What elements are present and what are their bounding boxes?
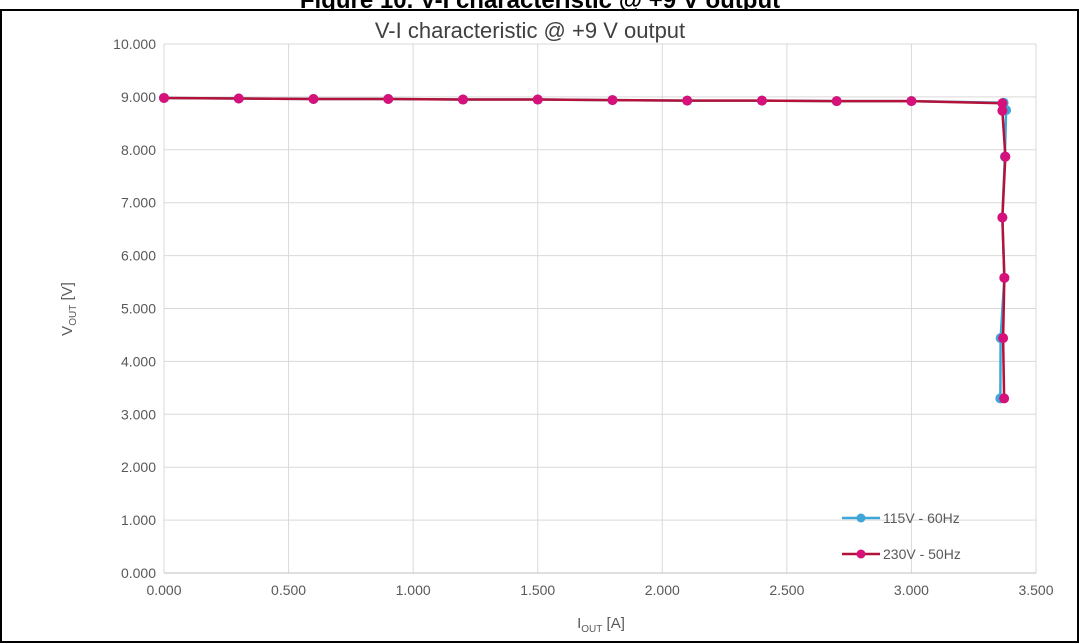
legend-label-230v: 230V - 50Hz [883, 546, 961, 562]
x-tick-label: 2.500 [769, 582, 804, 598]
series-line [163, 96, 1007, 399]
x-axis-title-main: I [577, 615, 581, 632]
y-tick-label: 9.000 [121, 89, 156, 105]
y-axis-title-unit: [V] [59, 282, 76, 305]
y-tick-label: 5.000 [121, 301, 156, 317]
data-point [906, 96, 917, 107]
grid-lines [164, 43, 1037, 573]
data-point [682, 95, 693, 106]
chart-title: V-I characteristic @ +9 V output [375, 18, 685, 43]
y-tick-label: 6.000 [121, 248, 156, 264]
data-point [383, 94, 394, 105]
x-tick-label: 1.500 [520, 582, 555, 598]
tick-labels: 0.000 0.500 1.000 1.500 2.000 2.500 3.000 3.500… [113, 36, 1054, 598]
legend: 115V - 60Hz 230V - 50Hz [842, 510, 961, 562]
data-point [233, 93, 244, 104]
data-point [831, 96, 842, 107]
y-tick-label: 4.000 [121, 353, 156, 369]
data-point [159, 92, 169, 103]
data-point [1000, 151, 1011, 162]
x-tick-label: 3.000 [894, 582, 929, 598]
x-axis-title-sub: OUT [581, 624, 602, 635]
legend-item-115v: 115V - 60Hz [842, 510, 960, 526]
y-axis-title: VOUT [V] [59, 282, 79, 336]
data-point [997, 98, 1008, 109]
data-point [308, 94, 319, 105]
data-series [159, 92, 1012, 404]
legend-label-115v: 115V - 60Hz [883, 510, 960, 526]
x-tick-label: 1.000 [396, 582, 431, 598]
chart-frame [0, 9, 1079, 643]
data-point [997, 105, 1008, 116]
x-axis-title: IOUT [A] [577, 615, 625, 635]
data-point [998, 333, 1009, 344]
x-axis-title-unit: [A] [602, 615, 625, 632]
data-point [999, 393, 1010, 404]
data-point [607, 95, 618, 106]
data-point [532, 94, 543, 105]
x-tick-label: 0.000 [146, 582, 181, 598]
data-point [997, 212, 1008, 223]
y-axis-title-sub: OUT [68, 305, 79, 326]
y-axis-title-main: V [59, 326, 76, 336]
y-tick-label: 8.000 [121, 142, 156, 158]
data-point [999, 272, 1010, 283]
legend-swatch-230v-marker [856, 549, 866, 559]
x-tick-label: 2.000 [645, 582, 680, 598]
data-point [756, 95, 767, 106]
y-tick-label: 3.000 [121, 406, 156, 422]
axes [163, 44, 1036, 574]
y-tick-label: 7.000 [121, 195, 156, 211]
y-tick-label: 0.000 [121, 565, 156, 581]
x-tick-label: 0.500 [271, 582, 306, 598]
series-1 [159, 92, 1011, 404]
x-tick-label: 3.500 [1018, 582, 1053, 598]
data-point [457, 94, 468, 105]
y-tick-label: 1.000 [121, 512, 156, 528]
y-tick-label: 2.000 [121, 459, 156, 475]
y-tick-label: 10.000 [113, 36, 156, 52]
legend-swatch-115v-marker [856, 513, 866, 523]
legend-item-230v: 230V - 50Hz [842, 546, 961, 562]
